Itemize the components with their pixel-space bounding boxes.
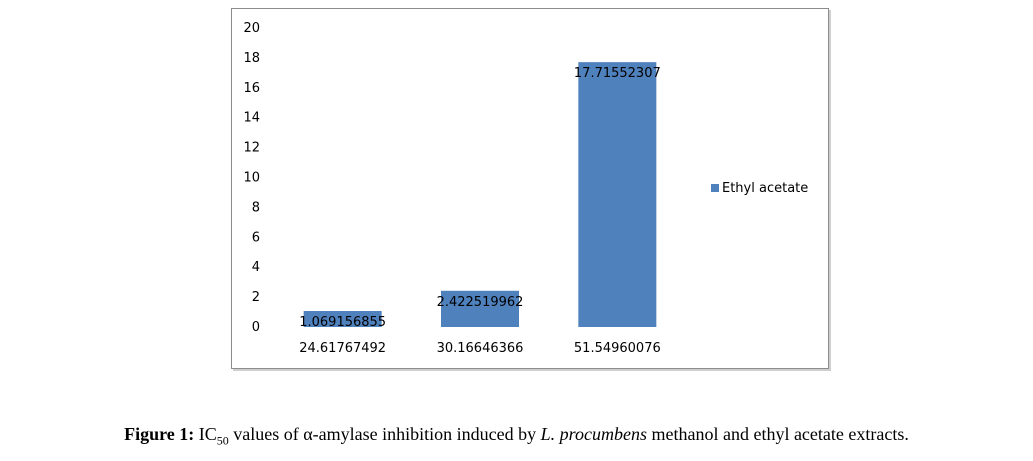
figure-caption: Figure 1: IC50 values of α-amylase inhib… [0,424,1033,449]
caption-species: L. procumbens [540,424,647,444]
y-tick-label: 0 [252,320,260,335]
bar [578,62,657,328]
y-tick-label: 8 [252,200,260,215]
chart-frame: 0 2 4 6 8 10 12 14 16 18 20 1.069156855 24.61767492 2… [231,8,829,369]
caption-prefix: Figure 1: [124,424,195,444]
y-tick-label: 10 [243,171,260,186]
bar [441,290,519,327]
caption-subscript: 50 [216,433,229,448]
caption-ic: IC [198,424,217,444]
data-label: 17.71552307 [574,66,661,81]
y-tick-label: 18 [243,51,260,66]
caption-text-2: methanol and ethyl acetate extracts. [646,424,909,444]
y-tick-label: 16 [243,81,260,96]
data-label: 2.422519962 [437,295,524,310]
caption-text-1: values of α-amylase inhibition induced b… [228,424,541,444]
y-tick-label: 12 [243,141,260,156]
y-tick-label: 4 [252,260,260,275]
x-tick-label: 30.16646366 [437,341,524,356]
data-label: 1.069156855 [299,315,386,330]
y-tick-label: 14 [243,111,260,126]
bar-chart: 0 2 4 6 8 10 12 14 16 18 20 1.069156855 24.61767492 2… [243,21,808,356]
legend-swatch [711,184,719,192]
x-tick-label: 24.61767492 [299,341,386,356]
y-tick-label: 20 [243,21,260,36]
y-tick-label: 2 [252,290,260,305]
bar [303,311,382,327]
legend-label: Ethyl acetate [722,181,808,196]
y-tick-label: 6 [252,230,260,245]
x-tick-label: 51.54960076 [574,341,661,356]
